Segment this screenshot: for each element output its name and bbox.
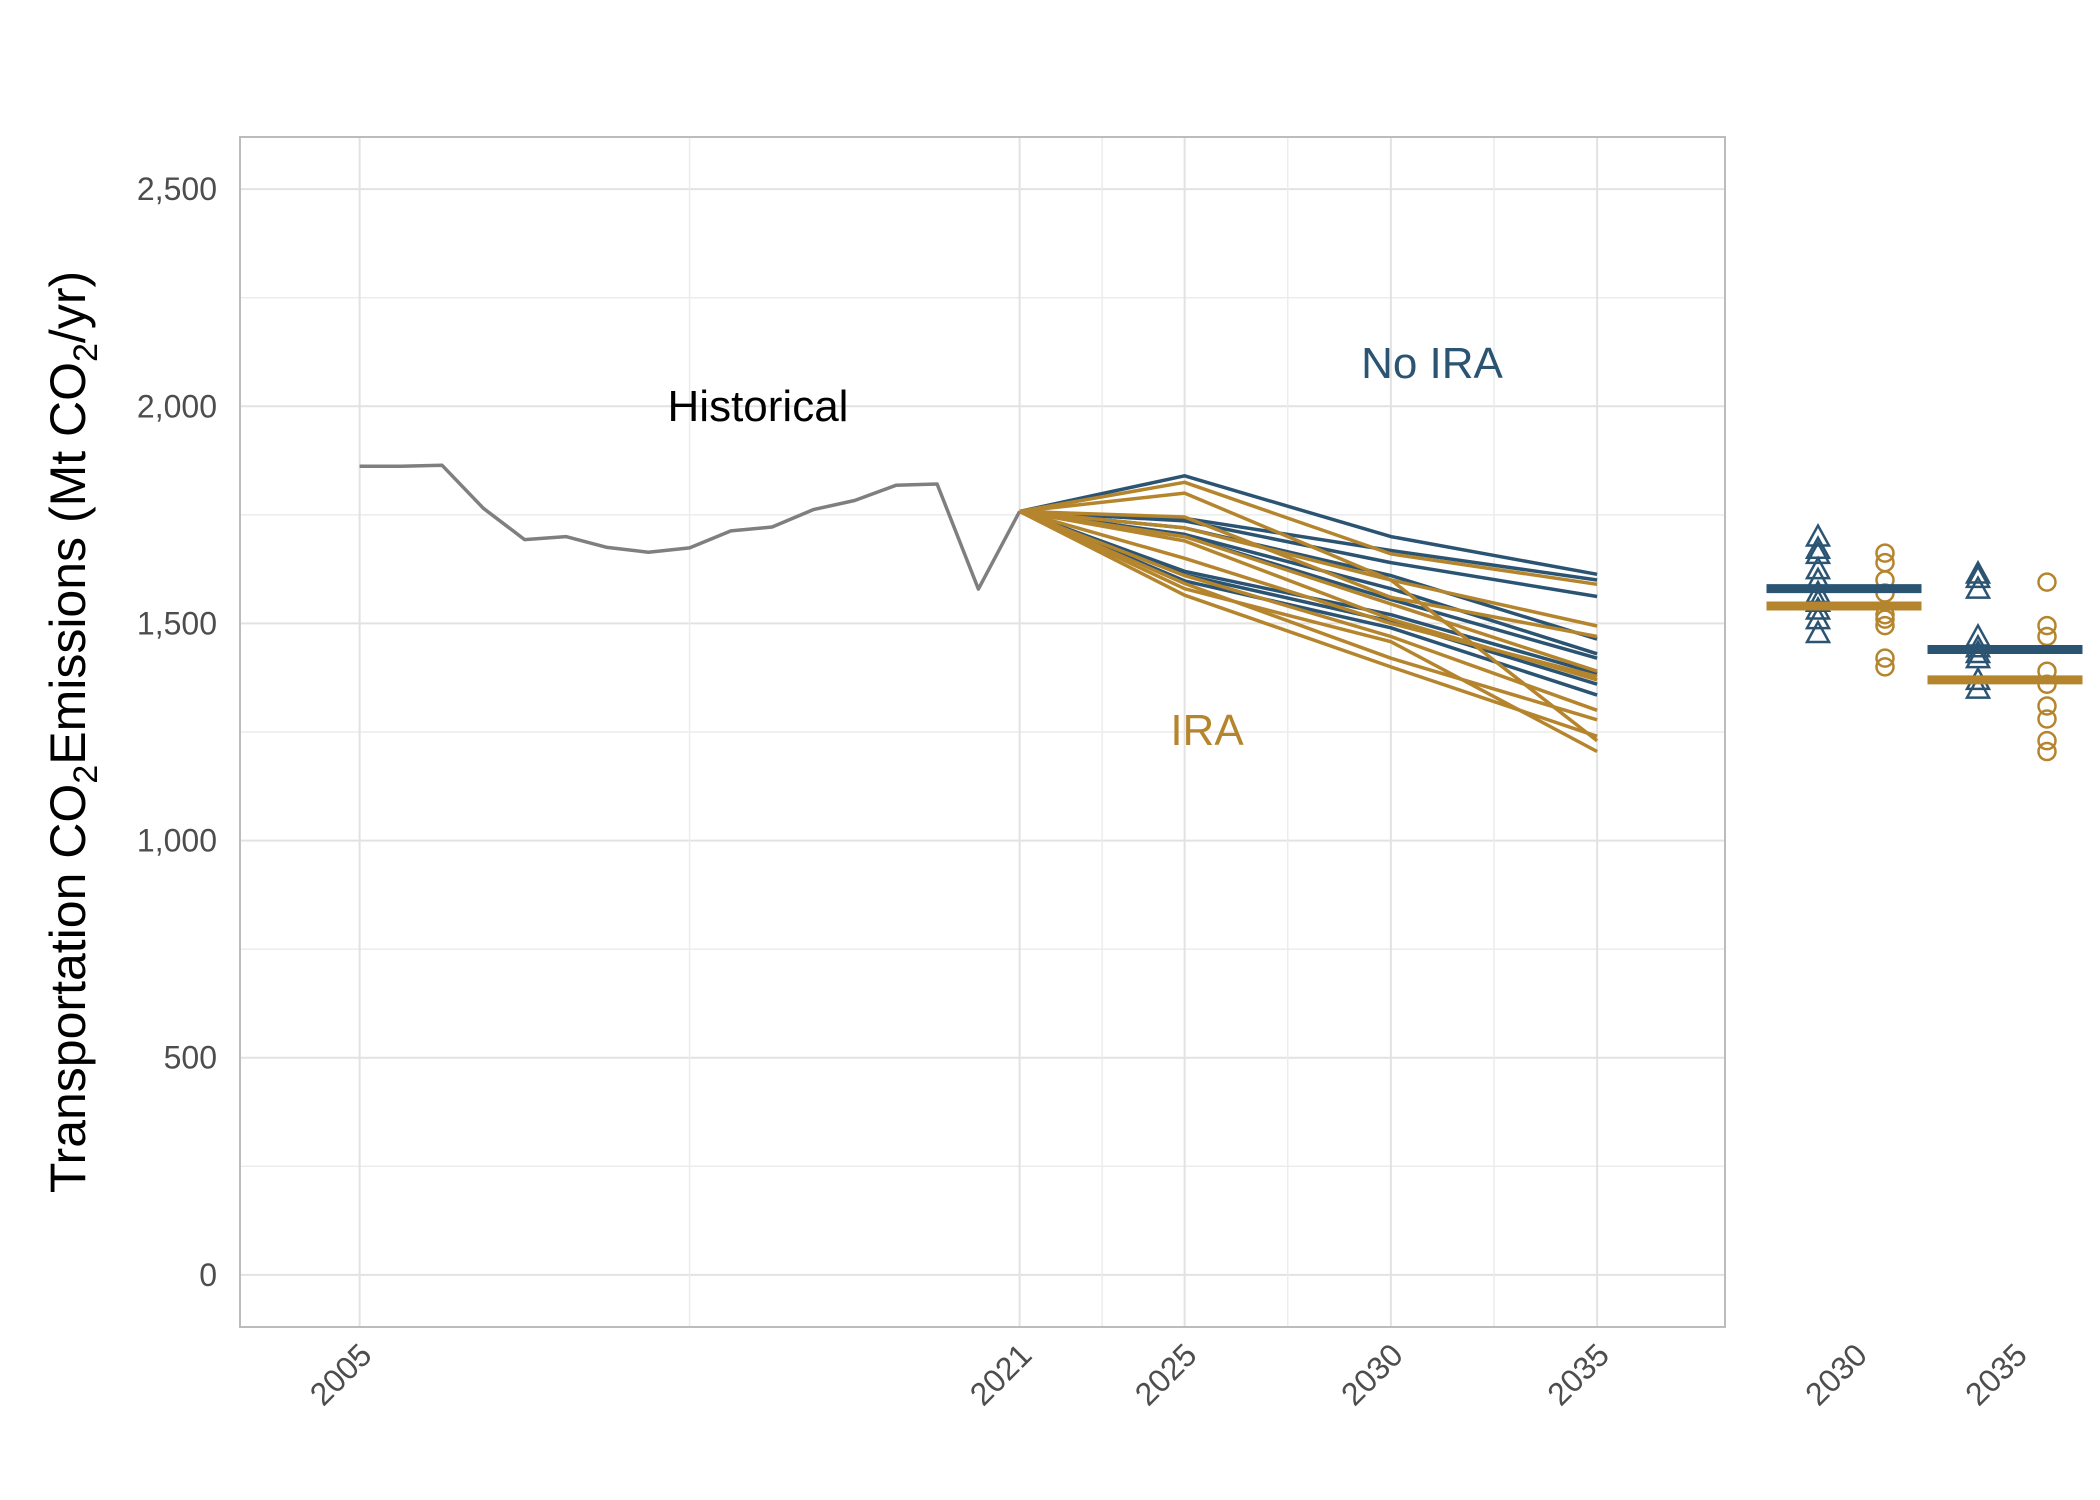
y-tick-label: 0 xyxy=(199,1257,217,1293)
no-ira-point-triangle xyxy=(1804,555,1832,580)
y-axis-label: Transportation CO2Emissions (Mt CO2/yr) xyxy=(40,271,105,1193)
ira-run-line xyxy=(1019,509,1598,682)
no-ira-point-triangle xyxy=(1964,674,1992,699)
plot-frame xyxy=(239,136,1726,1328)
distribution-panel xyxy=(1766,522,2083,762)
annotation-historical: Historical xyxy=(668,382,849,431)
gridlines xyxy=(240,137,1725,1327)
ira-run-line xyxy=(1019,509,1598,639)
no-ira-run-line xyxy=(1019,509,1598,599)
y-tick-label: 1,500 xyxy=(137,605,217,641)
x-axis-ticks: 2005 2021 2025 2030 2035 2030 2035 xyxy=(303,1336,2034,1412)
annotation-ira: IRA xyxy=(1170,706,1244,755)
ira-run-line xyxy=(1019,491,1598,628)
no-ira-point-triangle xyxy=(1964,564,1992,589)
historical-line xyxy=(359,463,1022,591)
x-tick-label: 2021 xyxy=(963,1336,1039,1412)
x-tick-label: 2030 xyxy=(1798,1336,1874,1412)
ira-point-circle xyxy=(2037,572,2057,592)
no-ira-point-triangle xyxy=(1804,619,1832,644)
ira-point-circle xyxy=(1875,657,1895,677)
y-tick-label: 1,000 xyxy=(137,823,217,859)
ira-point-circle xyxy=(2037,730,2057,751)
x-tick-label: 2005 xyxy=(303,1336,379,1412)
ira-run-line xyxy=(1018,509,1598,754)
ira-run-line xyxy=(1019,509,1599,743)
ira-run-line xyxy=(1018,509,1598,738)
x-tick-label: 2035 xyxy=(1540,1336,1616,1412)
no-ira-point-triangle xyxy=(1804,588,1832,612)
ira-run-line xyxy=(1018,509,1598,722)
ira-point-circle xyxy=(1875,615,1895,636)
no-ira-point-triangle xyxy=(1964,559,1992,584)
ira-point-circle xyxy=(2037,741,2057,762)
annotation-no-ira: No IRA xyxy=(1361,339,1503,388)
ira-point-circle xyxy=(2037,696,2057,716)
ira-point-circle xyxy=(2037,626,2057,647)
ira-point-circle xyxy=(2037,709,2057,729)
series-lines xyxy=(359,463,1599,754)
x-tick-label: 2030 xyxy=(1334,1336,1410,1412)
y-tick-label: 2,000 xyxy=(137,388,217,424)
x-tick-label: 2025 xyxy=(1128,1336,1204,1412)
ira-point-circle xyxy=(1875,648,1895,668)
y-axis-ticks: 0 500 1,000 1,500 2,000 2,500 xyxy=(137,171,217,1293)
no-ira-run-line xyxy=(1019,509,1598,660)
y-tick-label: 500 xyxy=(164,1040,217,1076)
ira-point-circle xyxy=(2037,615,2057,636)
y-tick-label: 2,500 xyxy=(137,171,217,207)
ira-point-circle xyxy=(1875,543,1895,563)
x-tick-label: 2035 xyxy=(1958,1336,2034,1412)
no-ira-point-triangle xyxy=(1804,540,1832,565)
no-ira-point-triangle xyxy=(1804,535,1832,559)
ira-run-line xyxy=(1019,480,1598,587)
no-ira-run-line xyxy=(1019,474,1598,577)
ira-run-line xyxy=(1019,509,1598,673)
ira-point-circle xyxy=(1875,552,1895,573)
no-ira-point-triangle xyxy=(1804,522,1832,547)
ira-run-line xyxy=(1018,509,1598,712)
